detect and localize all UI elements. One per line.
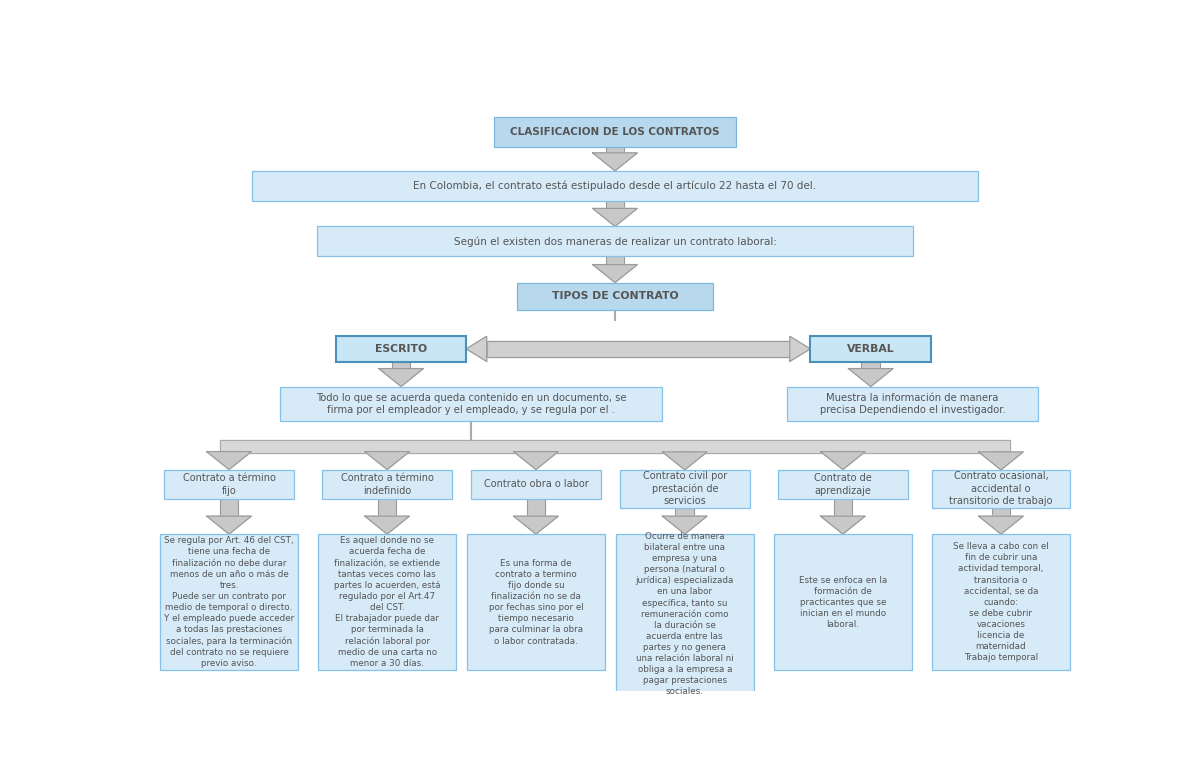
Polygon shape	[467, 336, 487, 362]
FancyBboxPatch shape	[322, 469, 452, 500]
Polygon shape	[487, 341, 790, 357]
FancyBboxPatch shape	[220, 500, 239, 516]
Polygon shape	[206, 516, 251, 534]
Text: Contrato a término
indefinido: Contrato a término indefinido	[341, 473, 433, 496]
Polygon shape	[593, 209, 637, 227]
FancyBboxPatch shape	[991, 508, 1010, 516]
Text: Ocurre de manera
bilateral entre una
empresa y una
persona (natural o
jurídica) : Ocurre de manera bilateral entre una emp…	[636, 532, 734, 696]
FancyBboxPatch shape	[676, 508, 694, 516]
FancyBboxPatch shape	[494, 117, 736, 147]
FancyBboxPatch shape	[317, 227, 913, 256]
Text: Se regula por Art. 46 del CST,
tiene una fecha de
finalización no debe durar
men: Se regula por Art. 46 del CST, tiene una…	[164, 536, 294, 668]
Text: Contrato de
aprendizaje: Contrato de aprendizaje	[814, 473, 871, 496]
Polygon shape	[365, 452, 409, 469]
Polygon shape	[593, 265, 637, 282]
FancyBboxPatch shape	[164, 469, 294, 500]
Polygon shape	[379, 369, 424, 386]
Text: TIPOS DE CONTRATO: TIPOS DE CONTRATO	[552, 291, 678, 301]
Polygon shape	[206, 452, 251, 469]
FancyBboxPatch shape	[318, 534, 456, 670]
FancyBboxPatch shape	[606, 201, 624, 209]
Text: En Colombia, el contrato está estipulado desde el artículo 22 hasta el 70 del.: En Colombia, el contrato está estipulado…	[414, 181, 816, 191]
FancyBboxPatch shape	[467, 534, 605, 670]
FancyBboxPatch shape	[281, 386, 661, 421]
Text: Todo lo que se acuerda queda contenido en un documento, se
firma por el empleado: Todo lo que se acuerda queda contenido e…	[316, 393, 626, 415]
FancyBboxPatch shape	[619, 469, 750, 508]
Polygon shape	[662, 452, 707, 469]
FancyBboxPatch shape	[527, 500, 545, 516]
Text: Según el existen dos maneras de realizar un contrato laboral:: Según el existen dos maneras de realizar…	[454, 236, 776, 247]
Polygon shape	[514, 452, 558, 469]
FancyBboxPatch shape	[161, 534, 298, 670]
FancyBboxPatch shape	[517, 282, 713, 310]
Text: VERBAL: VERBAL	[847, 344, 894, 354]
FancyBboxPatch shape	[862, 362, 880, 369]
Polygon shape	[220, 440, 1010, 453]
FancyBboxPatch shape	[606, 256, 624, 265]
FancyBboxPatch shape	[834, 500, 852, 516]
Text: CLASIFICACION DE LOS CONTRATOS: CLASIFICACION DE LOS CONTRATOS	[510, 127, 720, 137]
Text: Contrato a término
fijo: Contrato a término fijo	[182, 473, 276, 496]
Polygon shape	[593, 153, 637, 171]
Polygon shape	[848, 369, 893, 386]
Polygon shape	[662, 516, 707, 534]
FancyBboxPatch shape	[336, 336, 467, 362]
Polygon shape	[979, 452, 1024, 469]
Text: Es una forma de
contrato a termino
fijo donde su
finalización no se da
por fecha: Es una forma de contrato a termino fijo …	[488, 559, 583, 646]
FancyBboxPatch shape	[391, 362, 410, 369]
FancyBboxPatch shape	[606, 147, 624, 153]
Text: Contrato civil por
prestación de
servicios: Contrato civil por prestación de servici…	[643, 471, 727, 507]
Polygon shape	[821, 452, 865, 469]
FancyBboxPatch shape	[932, 534, 1069, 670]
Text: Muestra la información de manera
precisa Dependiendo el investigador.: Muestra la información de manera precisa…	[820, 393, 1006, 415]
Text: Es aquel donde no se
acuerda fecha de
finalización, se extiende
tantas veces com: Es aquel donde no se acuerda fecha de fi…	[334, 536, 440, 668]
Text: Este se enfoca en la
formación de
practicantes que se
inician en el mundo
labora: Este se enfoca en la formación de practi…	[799, 576, 887, 629]
FancyBboxPatch shape	[616, 534, 754, 695]
Text: Contrato ocasional,
accidental o
transitorio de trabajo: Contrato ocasional, accidental o transit…	[949, 471, 1052, 506]
Polygon shape	[365, 516, 409, 534]
Text: Contrato obra o labor: Contrato obra o labor	[484, 480, 588, 490]
FancyBboxPatch shape	[774, 534, 912, 670]
FancyBboxPatch shape	[932, 469, 1069, 508]
FancyBboxPatch shape	[252, 171, 978, 201]
Polygon shape	[514, 516, 558, 534]
Text: Se lleva a cabo con el
fin de cubrir una
actividad temporal,
transitoria o
accid: Se lleva a cabo con el fin de cubrir una…	[953, 542, 1049, 662]
FancyBboxPatch shape	[778, 469, 908, 500]
FancyBboxPatch shape	[470, 469, 601, 500]
FancyBboxPatch shape	[378, 500, 396, 516]
FancyBboxPatch shape	[810, 336, 931, 362]
FancyBboxPatch shape	[787, 386, 1038, 421]
Polygon shape	[821, 516, 865, 534]
Text: ESCRITO: ESCRITO	[376, 344, 427, 354]
Polygon shape	[790, 336, 810, 362]
Polygon shape	[979, 516, 1024, 534]
